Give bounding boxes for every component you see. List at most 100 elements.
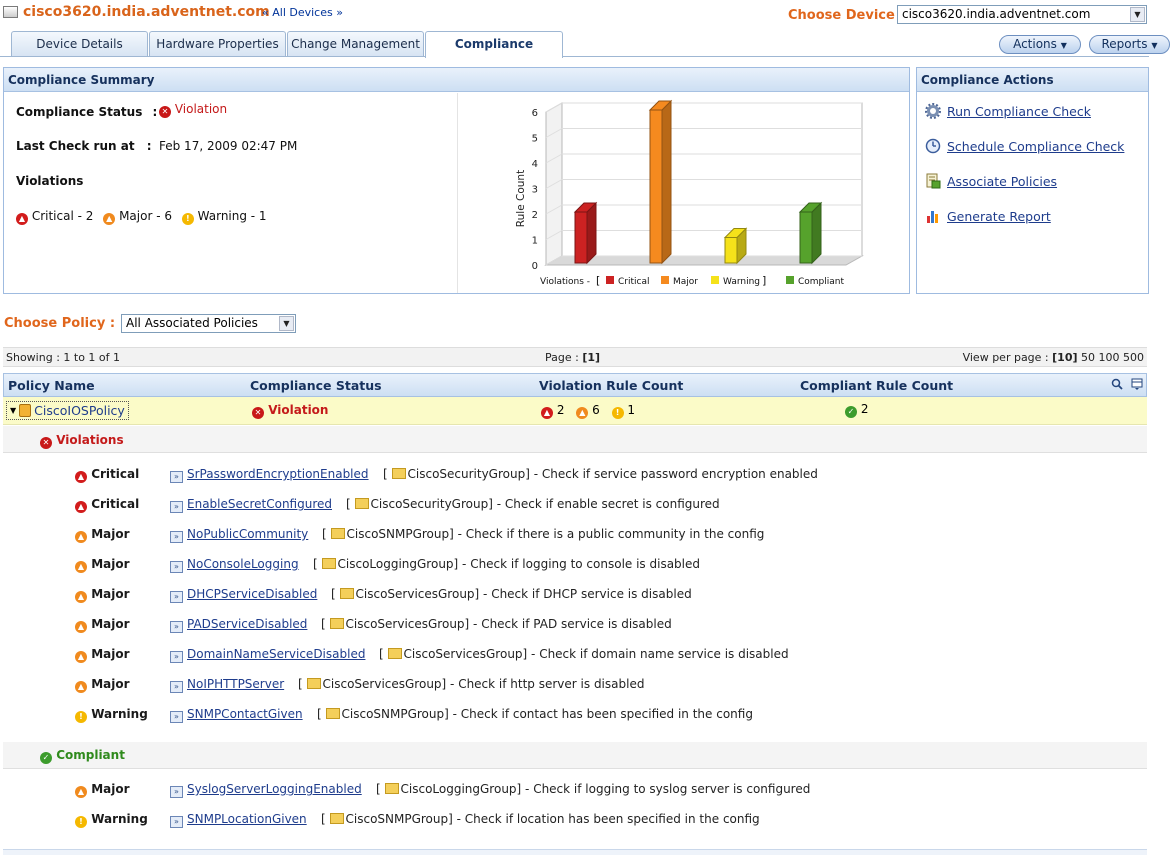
chart-gridline [545, 153, 563, 164]
rule-name[interactable]: EnableSecretConfigured [187, 497, 333, 511]
major-icon: ▲ [75, 591, 87, 603]
all-devices-label: All Devices [272, 6, 333, 19]
actions-button-label: Actions [1013, 37, 1057, 51]
chevron-down-icon[interactable]: ▼ [279, 316, 294, 331]
rule-name[interactable]: PADServiceDisabled [187, 617, 308, 631]
rule-desc-text: ] - Check if http server is disabled [441, 677, 645, 691]
tab-device-details[interactable]: Device Details [11, 31, 148, 56]
rule-name[interactable]: DHCPServiceDisabled [187, 587, 318, 601]
column-chooser-icon[interactable] [1131, 378, 1143, 390]
rule-link[interactable]: » NoConsoleLogging [170, 557, 299, 573]
view-per-page-current: [10] [1052, 351, 1078, 364]
rule-desc-text: ] - Check if logging to console is disab… [453, 557, 701, 571]
rule-name[interactable]: SNMPLocationGiven [187, 812, 307, 826]
reports-button[interactable]: Reports ▼ [1089, 35, 1170, 54]
device-select[interactable]: cisco3620.india.adventnet.com ▼ [897, 5, 1147, 24]
rule-icon: » [170, 591, 183, 603]
col-compliance-status[interactable]: Compliance Status [250, 378, 382, 393]
warning-icon: ! [75, 711, 87, 723]
generate-report-link[interactable]: Generate Report [947, 209, 1051, 224]
rule-name[interactable]: SyslogServerLoggingEnabled [187, 782, 362, 796]
caret-down-icon: ▼ [1151, 41, 1158, 50]
severity-label: Major [91, 677, 130, 691]
major-icon: ▲ [75, 561, 87, 573]
rule-name[interactable]: SrPasswordEncryptionEnabled [187, 467, 369, 481]
policy-row[interactable]: ▼ CiscoIOSPolicy ✕ Violation ▲ 2 ▲ 6 ! 1… [3, 397, 1147, 425]
tab-hardware-properties[interactable]: Hardware Properties [149, 31, 286, 56]
rule-link[interactable]: » DHCPServiceDisabled [170, 587, 317, 603]
bar-side-critical [586, 201, 597, 265]
rule-desc-text: ] - Check if service password encryption… [525, 467, 818, 481]
policy-table-header: Policy Name Compliance Status Violation … [3, 373, 1147, 397]
rule-name[interactable]: SNMPContactGiven [187, 707, 303, 721]
rule-group: CiscoLoggingGroup [400, 782, 517, 796]
rule-name[interactable]: NoPublicCommunity [187, 527, 309, 541]
report-chart-icon [927, 211, 938, 223]
view-per-page-options[interactable]: 50 100 500 [1081, 351, 1144, 364]
rule-desc-text: ] - Check if contact has been specified … [444, 707, 753, 721]
search-icon[interactable] [1111, 378, 1123, 390]
table-footer [3, 849, 1147, 855]
tab-compliance[interactable]: Compliance [425, 31, 563, 58]
compliant-section-title: ✓ Compliant [40, 748, 125, 764]
policy-name-cell[interactable]: ▼ CiscoIOSPolicy [6, 401, 129, 420]
warning-rule-count: 1 [627, 403, 636, 417]
col-compliant-rule-count[interactable]: Compliant Rule Count [800, 378, 954, 393]
rule-link[interactable]: » SyslogServerLoggingEnabled [170, 782, 362, 798]
rule-link[interactable]: » PADServiceDisabled [170, 617, 307, 633]
compliant-section-text: Compliant [56, 748, 125, 762]
choose-device-label: Choose Device : [788, 8, 905, 23]
rule-link[interactable]: » NoPublicCommunity [170, 527, 308, 543]
rule-group: CiscoServicesGroup [355, 587, 475, 601]
rule-desc-text: ] - Check if DHCP service is disabled [474, 587, 692, 601]
tab-change-management[interactable]: Change Management [287, 31, 424, 56]
rule-name[interactable]: NoConsoleLogging [187, 557, 299, 571]
policy-lock-icon [19, 404, 32, 417]
y-tick-label: 5 [532, 134, 538, 145]
severity-cell: ! Warning [75, 707, 148, 723]
severity-label: Major [91, 587, 130, 601]
clock-icon [925, 138, 941, 154]
rule-row: ▲ Major » SyslogServerLoggingEnabled [ Cisc… [3, 774, 1147, 804]
all-devices-link[interactable]: « All Devices » [262, 6, 343, 19]
legend-swatch-warning [711, 276, 719, 284]
chevron-down-icon[interactable]: ▼ [1130, 7, 1145, 22]
rule-icon: » [170, 786, 183, 798]
col-violation-rule-count[interactable]: Violation Rule Count [539, 378, 684, 393]
run-compliance-check-link[interactable]: Run Compliance Check [947, 104, 1091, 119]
policy-name-link[interactable]: CiscoIOSPolicy [34, 403, 125, 418]
gear-icon [925, 103, 941, 119]
rule-row: ! Warning » SNMPLocationGiven [ CiscoSNMPGr… [3, 804, 1147, 834]
rule-link[interactable]: » SrPasswordEncryptionEnabled [170, 467, 369, 483]
schedule-compliance-check-link[interactable]: Schedule Compliance Check [947, 139, 1125, 154]
bar-side-compliant [811, 201, 822, 265]
col-policy-name[interactable]: Policy Name [8, 378, 95, 393]
compliance-status-text: Violation [174, 102, 228, 116]
major-icon: ▲ [75, 621, 87, 633]
legend-label-warning: Warning [723, 277, 760, 287]
severity-cell: ▲ Major [75, 617, 130, 633]
rule-link[interactable]: » EnableSecretConfigured [170, 497, 332, 513]
violation-x-icon: ✕ [159, 106, 171, 118]
rule-name[interactable]: DomainNameServiceDisabled [187, 647, 366, 661]
associate-policies-link[interactable]: Associate Policies [947, 174, 1058, 189]
rule-row: ▲ Critical » EnableSecretConfigured [ Cisco… [3, 489, 1147, 519]
legend-prefix: Violations - [540, 277, 590, 287]
policy-select[interactable]: All Associated Policies ▼ [121, 314, 296, 333]
rule-name[interactable]: NoIPHTTPServer [187, 677, 285, 691]
rule-group: CiscoSNMPGroup [341, 707, 445, 721]
severity-label: Warning [91, 707, 148, 721]
chart-gridline [545, 204, 563, 215]
rule-link[interactable]: » NoIPHTTPServer [170, 677, 284, 693]
rule-link[interactable]: » DomainNameServiceDisabled [170, 647, 365, 663]
rule-link[interactable]: » SNMPLocationGiven [170, 812, 307, 828]
view-per-page: View per page : [10] 50 100 500 [963, 351, 1144, 364]
actions-button[interactable]: Actions ▼ [999, 35, 1081, 54]
major-rule-count: 6 [592, 403, 600, 417]
expand-caret-icon[interactable]: ▼ [10, 406, 17, 415]
severity-label: Warning [91, 812, 148, 826]
choose-policy-label: Choose Policy : [4, 316, 116, 331]
rule-link[interactable]: » SNMPContactGiven [170, 707, 303, 723]
y-tick-label: 4 [532, 159, 538, 170]
violations-section-text: Violations [56, 433, 124, 447]
